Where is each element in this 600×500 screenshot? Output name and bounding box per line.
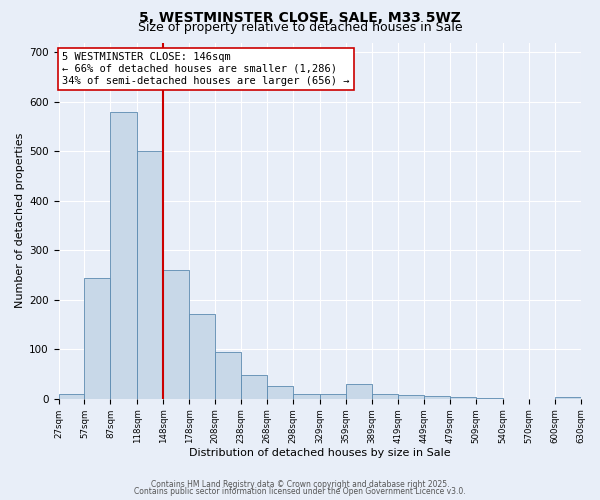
X-axis label: Distribution of detached houses by size in Sale: Distribution of detached houses by size … [188,448,451,458]
Bar [241,375,267,398]
Bar [267,386,293,398]
Text: 5 WESTMINSTER CLOSE: 146sqm
← 66% of detached houses are smaller (1,286)
34% of : 5 WESTMINSTER CLOSE: 146sqm ← 66% of det… [62,52,349,86]
Text: Contains public sector information licensed under the Open Government Licence v3: Contains public sector information licen… [134,487,466,496]
Bar [163,270,189,398]
Y-axis label: Number of detached properties: Number of detached properties [15,133,25,308]
Bar [293,394,320,398]
Bar [85,278,110,398]
Bar [372,394,398,398]
Bar [398,395,424,398]
Bar [424,396,450,398]
Text: Contains HM Land Registry data © Crown copyright and database right 2025.: Contains HM Land Registry data © Crown c… [151,480,449,489]
Bar [137,152,163,398]
Bar [215,352,241,399]
Text: 5, WESTMINSTER CLOSE, SALE, M33 5WZ: 5, WESTMINSTER CLOSE, SALE, M33 5WZ [139,11,461,25]
Bar [346,384,372,398]
Bar [189,314,215,398]
Bar [59,394,85,398]
Bar [110,112,137,399]
Bar [320,394,346,398]
Text: Size of property relative to detached houses in Sale: Size of property relative to detached ho… [137,22,463,35]
